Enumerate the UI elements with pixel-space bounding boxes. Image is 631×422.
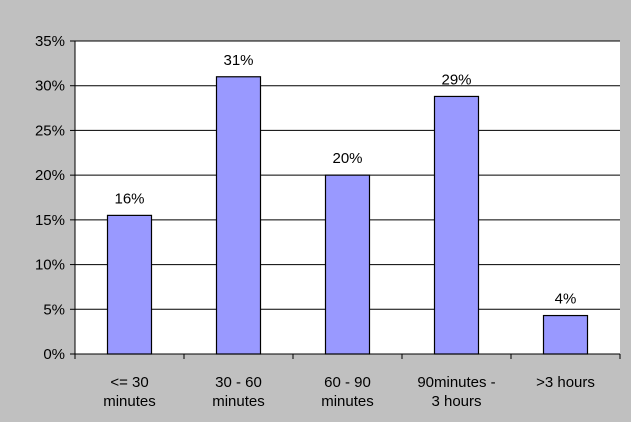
x-axis-ticks: <= 30 minutes 30 - 60 minutes 60 - 90 minutes… <box>75 354 620 410</box>
y-tick-label: 25% <box>35 122 65 139</box>
bar <box>326 175 370 354</box>
y-tick-label: 10% <box>35 257 65 274</box>
data-label: 4% <box>555 291 577 308</box>
bar <box>217 77 261 354</box>
bar <box>435 96 479 354</box>
data-label: 16% <box>114 190 144 207</box>
y-tick-label: 5% <box>43 301 65 318</box>
data-label: 31% <box>223 52 253 69</box>
x-category-label: >3 hours <box>536 374 595 391</box>
x-category-label: 30 - 60 minutes <box>212 374 265 410</box>
x-category-label: 60 - 90 minutes <box>321 374 374 410</box>
x-category-label: <= 30 minutes <box>103 374 156 410</box>
y-tick-label: 20% <box>35 167 65 184</box>
x-category-label: 90minutes -3 hours <box>417 374 495 410</box>
data-label: 29% <box>441 71 471 88</box>
data-label: 20% <box>332 150 362 167</box>
y-tick-label: 0% <box>43 346 65 363</box>
y-tick-label: 30% <box>35 78 65 95</box>
bar <box>108 215 152 354</box>
bar <box>544 316 588 354</box>
y-tick-label: 15% <box>35 212 65 229</box>
y-axis-ticks: 0% 5% 10% 15% 20% 25% 30% 35% <box>35 33 75 363</box>
y-tick-label: 35% <box>35 33 65 50</box>
